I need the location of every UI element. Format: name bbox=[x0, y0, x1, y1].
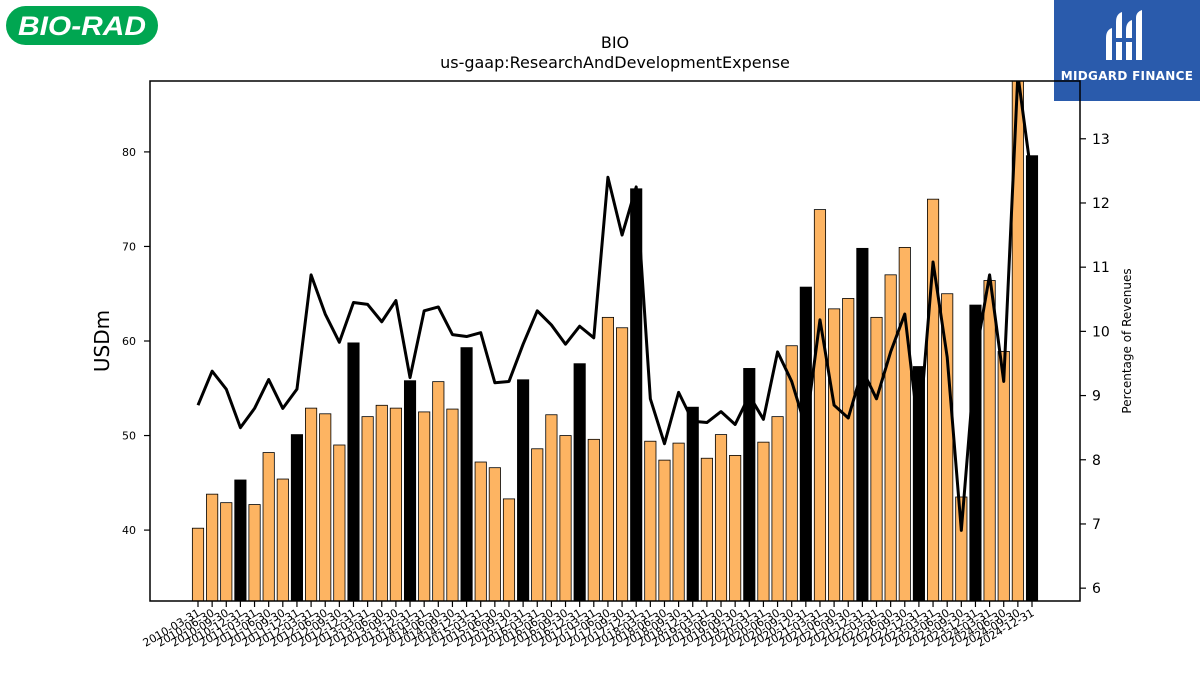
y-tick-label: 40 bbox=[122, 524, 136, 537]
y-axis-right: 6 7 8 9 10 11 12 13 bbox=[1080, 132, 1110, 597]
chart-title: BIO bbox=[601, 33, 629, 52]
bar-2014-03-31 bbox=[418, 411, 431, 601]
midgard-finance-logo-text: MIDGARD FINANCE bbox=[1060, 69, 1194, 83]
y2-tick-label: 9 bbox=[1092, 389, 1101, 405]
bar-2023-06-30 bbox=[941, 293, 954, 601]
x-axis: 2010-03-312010-06-302010-09-302010-12-31… bbox=[141, 601, 1037, 650]
bar-2022-09-30 bbox=[898, 246, 911, 601]
y-tick-label: 60 bbox=[122, 335, 136, 348]
bar-2012-03-31 bbox=[305, 407, 318, 601]
bar-2020-03-31 bbox=[757, 441, 770, 601]
plot-area-frame bbox=[149, 80, 1081, 602]
y2-tick-label: 12 bbox=[1092, 196, 1110, 212]
bar-2020-06-30 bbox=[771, 416, 784, 601]
bar-2024-12-31 bbox=[1025, 155, 1039, 601]
bar-2018-06-30 bbox=[658, 459, 671, 601]
y2-tick-label: 7 bbox=[1092, 517, 1101, 533]
bar-2019-03-31 bbox=[700, 457, 713, 601]
bar-2020-12-31 bbox=[799, 286, 812, 601]
bar-2014-09-30 bbox=[446, 408, 459, 601]
y2-tick-label: 8 bbox=[1092, 453, 1101, 469]
bar-2010-12-31 bbox=[234, 479, 247, 601]
bar-2021-03-31 bbox=[813, 209, 827, 601]
bar-2016-06-30 bbox=[545, 414, 558, 601]
bar-2022-03-31 bbox=[870, 316, 883, 601]
bar-2013-06-30 bbox=[375, 404, 388, 601]
bar-2023-09-30 bbox=[955, 496, 968, 601]
y2-tick-label: 6 bbox=[1092, 581, 1101, 597]
bar-2021-09-30 bbox=[842, 298, 855, 601]
bar-2016-09-30 bbox=[559, 435, 572, 601]
y-axis-left: 40 50 60 70 80 bbox=[122, 146, 150, 537]
bar-2024-06-30 bbox=[997, 350, 1010, 601]
bar-2022-12-31 bbox=[912, 366, 925, 601]
bar-2013-12-31 bbox=[403, 380, 417, 601]
bar-2010-03-31 bbox=[191, 527, 205, 601]
y2-tick-label: 11 bbox=[1092, 260, 1110, 276]
bar-2022-06-30 bbox=[884, 274, 897, 601]
bar-2018-09-30 bbox=[672, 442, 685, 601]
y-axis-label: USDm bbox=[90, 310, 114, 372]
bar-2012-12-31 bbox=[347, 342, 360, 601]
bar-2011-09-30 bbox=[276, 478, 289, 601]
bar-2015-09-30 bbox=[502, 498, 516, 601]
chart-subtitle: us-gaap:ResearchAndDevelopmentExpense bbox=[440, 53, 790, 72]
bar-2011-03-31 bbox=[248, 504, 261, 601]
y-tick-label: 70 bbox=[122, 240, 136, 253]
bar-2020-09-30 bbox=[785, 345, 798, 601]
bar-2023-12-31 bbox=[969, 304, 982, 601]
y-tick-label: 50 bbox=[122, 430, 136, 443]
bar-2019-09-30 bbox=[729, 454, 742, 601]
bar-2018-03-31 bbox=[644, 440, 657, 601]
bar-2018-12-31 bbox=[686, 406, 699, 601]
bio-rad-logo-text: BIO-RAD bbox=[18, 11, 146, 41]
bar-2019-12-31 bbox=[743, 368, 756, 601]
bar-2016-03-31 bbox=[531, 448, 544, 601]
y2-tick-label: 13 bbox=[1092, 132, 1110, 148]
bar-2017-06-30 bbox=[601, 316, 614, 601]
y2-tick-label: 10 bbox=[1092, 324, 1110, 340]
pct-revenue-line bbox=[196, 81, 1034, 532]
y-tick-label: 80 bbox=[122, 146, 136, 159]
bar-2019-06-30 bbox=[714, 434, 728, 601]
bar-2016-12-31 bbox=[573, 363, 586, 601]
midgard-emblem-icon bbox=[1106, 10, 1142, 60]
bar-2021-12-31 bbox=[856, 247, 869, 601]
bar-2015-06-30 bbox=[488, 467, 501, 601]
bar-2017-03-31 bbox=[587, 438, 600, 601]
bar-2021-06-30 bbox=[828, 308, 841, 601]
bar-2015-03-31 bbox=[474, 461, 487, 601]
bar-2014-06-30 bbox=[432, 381, 445, 601]
bar-2010-09-30 bbox=[220, 502, 233, 601]
bio-rad-logo: BIO-RAD bbox=[6, 6, 158, 45]
bar-2012-06-30 bbox=[319, 413, 332, 601]
bar-2015-12-31 bbox=[517, 379, 530, 601]
bar-2017-09-30 bbox=[616, 327, 629, 601]
bar-series bbox=[191, 81, 1039, 601]
y2-axis-label: Percentage of Revenues bbox=[1120, 268, 1134, 413]
bar-2011-06-30 bbox=[262, 452, 275, 601]
bar-2014-12-31 bbox=[460, 347, 473, 601]
midgard-finance-logo: MIDGARD FINANCE bbox=[1054, 0, 1200, 101]
bar-2012-09-30 bbox=[333, 444, 346, 601]
bar-2010-06-30 bbox=[206, 493, 219, 601]
bar-2011-12-31 bbox=[290, 434, 304, 601]
bar-2024-03-31 bbox=[983, 280, 996, 601]
bar-2023-03-31 bbox=[927, 198, 940, 601]
bar-2013-09-30 bbox=[389, 407, 402, 601]
bar-2013-03-31 bbox=[361, 416, 374, 601]
